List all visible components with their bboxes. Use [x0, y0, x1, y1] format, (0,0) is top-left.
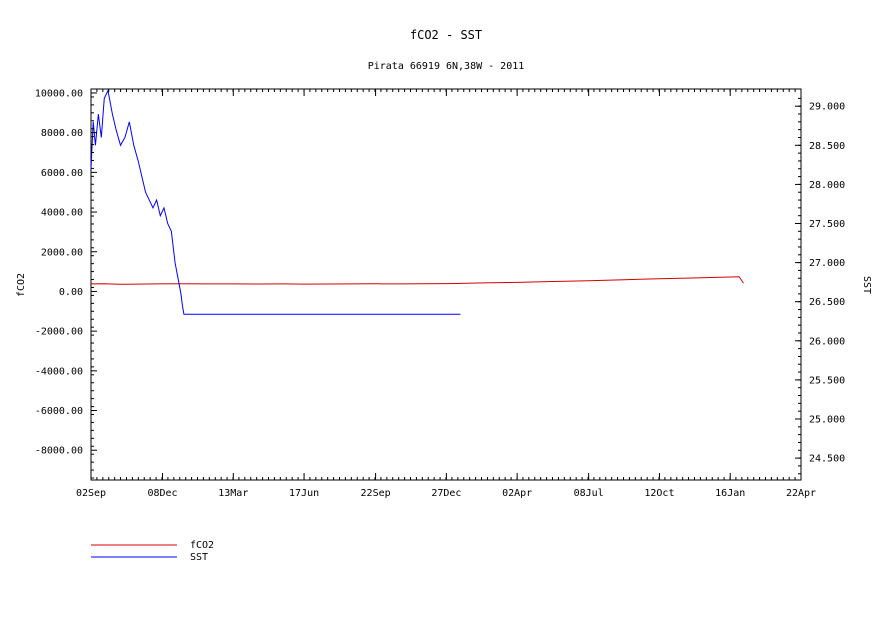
legend-label-sst: SST: [190, 552, 208, 563]
y-right-tick-label: 27.500: [809, 219, 845, 230]
plot-frame: [90, 88, 802, 481]
y-left-tick-label: 8000.00: [41, 128, 83, 139]
y-axis-right: 29.000 28.500 28.000 27.500 27.000 26.500 26.0…: [795, 97, 845, 475]
y-axis-left-label: fCO2: [16, 273, 27, 297]
y-right-tick-label: 26.000: [809, 336, 845, 347]
x-tick-label: 27Dec: [431, 488, 461, 499]
x-tick-label: 22Apr: [786, 488, 816, 499]
y-right-tick-label: 28.500: [809, 141, 845, 152]
x-tick-label: 16Jan: [715, 488, 745, 499]
legend-label-fco2: fCO2: [190, 540, 214, 551]
x-tick-label: 08Jul: [574, 488, 604, 499]
y-right-tick-label: 25.500: [809, 375, 845, 386]
y-left-tick-label: -2000.00: [35, 327, 83, 338]
y-left-tick-label: -8000.00: [35, 446, 83, 457]
x-tick-label: 17Jun: [289, 488, 319, 499]
x-tick-label: 13Mar: [218, 488, 248, 499]
y-right-tick-label: 28.000: [809, 180, 845, 191]
series-line-fco2: [90, 276, 744, 285]
x-tick-label: 02Apr: [502, 488, 532, 499]
series-line-sst: [90, 88, 461, 315]
x-tick-label: 02Sep: [76, 488, 106, 499]
y-left-tick-label: 6000.00: [41, 168, 83, 179]
y-right-tick-label: 25.000: [809, 415, 845, 426]
series-layer: [90, 88, 744, 315]
chart-subtitle: Pirata 66919 6N,38W - 2011: [368, 61, 525, 72]
y-right-tick-label: 24.500: [809, 454, 845, 465]
chart-title: fCO2 - SST: [410, 28, 482, 42]
y-axis-right-label: SST: [861, 276, 872, 294]
x-tick-label: 08Dec: [147, 488, 177, 499]
y-left-tick-label: 0.00: [59, 287, 83, 298]
x-tick-label: 22Sep: [361, 488, 391, 499]
y-left-tick-label: -6000.00: [35, 406, 83, 417]
legend: fCO2 SST: [91, 540, 214, 563]
y-right-tick-label: 27.000: [809, 258, 845, 269]
y-left-tick-label: -4000.00: [35, 366, 83, 377]
y-axis-left: 10000.00 8000.00 6000.00 4000.00 2000.00 0.00…: [35, 88, 97, 479]
x-axis: 02Sep 08Dec 13Mar 17Jun 22Sep 27Dec 02Apr 08Jul…: [76, 89, 816, 499]
y-left-tick-label: 4000.00: [41, 208, 83, 219]
y-left-tick-label: 10000.00: [35, 88, 83, 99]
y-left-tick-label: 2000.00: [41, 247, 83, 258]
y-right-tick-label: 26.500: [809, 297, 845, 308]
y-right-tick-label: 29.000: [809, 102, 845, 113]
x-tick-label: 12Oct: [644, 488, 674, 499]
